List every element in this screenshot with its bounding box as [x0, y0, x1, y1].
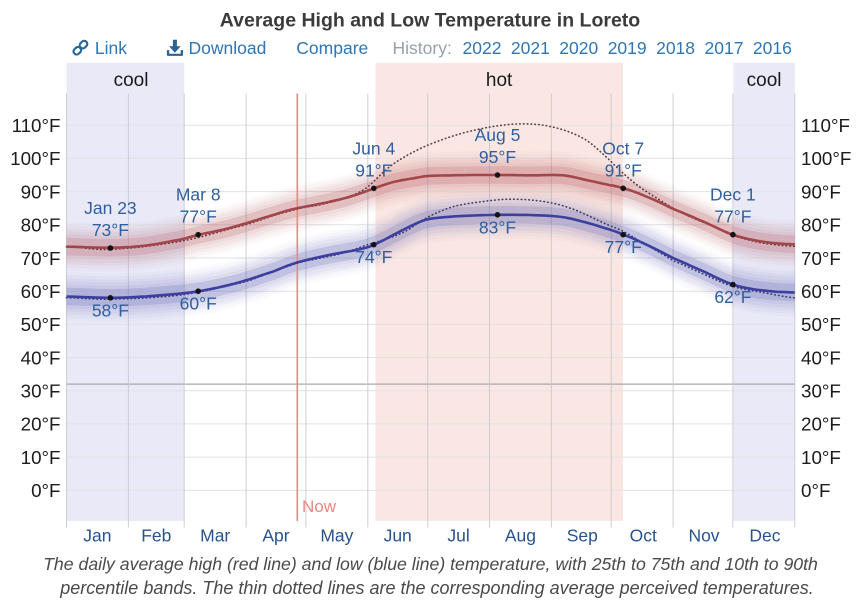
svg-text:2018: 2018 [656, 38, 695, 58]
svg-text:10°F: 10°F [801, 447, 841, 468]
svg-text:77°F: 77°F [714, 207, 751, 227]
svg-text:cool: cool [747, 70, 782, 91]
svg-text:60°F: 60°F [21, 281, 61, 302]
svg-text:20°F: 20°F [21, 414, 61, 435]
svg-text:2020: 2020 [559, 38, 598, 58]
svg-text:History:: History: [393, 38, 452, 58]
svg-text:Mar: Mar [200, 526, 230, 546]
svg-text:Sep: Sep [567, 526, 598, 546]
svg-text:0°F: 0°F [801, 480, 830, 501]
svg-text:Aug 5: Aug 5 [475, 125, 521, 145]
svg-text:58°F: 58°F [92, 300, 129, 320]
svg-text:percentile bands. The thin dot: percentile bands. The thin dotted lines … [59, 578, 813, 598]
svg-text:90°F: 90°F [801, 181, 841, 202]
svg-text:20°F: 20°F [801, 414, 841, 435]
svg-text:62°F: 62°F [714, 287, 751, 307]
svg-text:2016: 2016 [753, 38, 792, 58]
svg-text:Average High and Low Temperatu: Average High and Low Temperature in Lore… [220, 10, 640, 32]
svg-text:Oct 7: Oct 7 [602, 138, 644, 158]
svg-text:50°F: 50°F [21, 314, 61, 335]
svg-text:Download: Download [189, 38, 267, 58]
svg-text:Jan 23: Jan 23 [84, 198, 137, 218]
svg-text:Feb: Feb [141, 526, 171, 546]
svg-text:30°F: 30°F [21, 381, 61, 402]
svg-text:30°F: 30°F [801, 381, 841, 402]
svg-text:Jan: Jan [83, 526, 111, 546]
svg-text:80°F: 80°F [21, 215, 61, 236]
svg-text:40°F: 40°F [801, 347, 841, 368]
svg-text:60°F: 60°F [180, 294, 217, 314]
svg-text:95°F: 95°F [479, 147, 516, 167]
svg-text:Apr: Apr [262, 526, 289, 546]
svg-text:Jun: Jun [384, 526, 412, 546]
svg-text:10°F: 10°F [21, 447, 61, 468]
svg-text:70°F: 70°F [801, 248, 841, 269]
svg-text:100°F: 100°F [801, 148, 851, 169]
svg-text:2017: 2017 [705, 38, 744, 58]
svg-text:Dec: Dec [749, 526, 780, 546]
svg-text:100°F: 100°F [10, 148, 60, 169]
svg-text:0°F: 0°F [31, 480, 60, 501]
svg-text:91°F: 91°F [605, 160, 642, 180]
svg-text:The daily average high (red li: The daily average high (red line) and lo… [43, 554, 818, 574]
svg-text:Oct: Oct [630, 526, 657, 546]
svg-text:2019: 2019 [608, 38, 647, 58]
svg-text:2021: 2021 [511, 38, 550, 58]
svg-text:Link: Link [95, 38, 127, 58]
svg-text:50°F: 50°F [801, 314, 841, 335]
svg-text:Mar 8: Mar 8 [176, 185, 221, 205]
svg-text:90°F: 90°F [21, 181, 61, 202]
svg-text:Jul: Jul [447, 526, 469, 546]
svg-text:cool: cool [114, 70, 149, 91]
svg-text:80°F: 80°F [801, 215, 841, 236]
svg-text:Aug: Aug [505, 526, 536, 546]
svg-text:Dec 1: Dec 1 [710, 185, 756, 205]
svg-text:May: May [320, 526, 353, 546]
svg-text:70°F: 70°F [21, 248, 61, 269]
svg-text:60°F: 60°F [801, 281, 841, 302]
svg-text:110°F: 110°F [801, 115, 850, 136]
svg-text:83°F: 83°F [479, 217, 516, 237]
svg-text:Now: Now [302, 497, 337, 516]
svg-text:77°F: 77°F [605, 237, 642, 257]
svg-text:74°F: 74°F [355, 247, 392, 267]
svg-text:Jun 4: Jun 4 [352, 138, 395, 158]
svg-text:77°F: 77°F [180, 207, 217, 227]
svg-text:110°F: 110°F [12, 115, 61, 136]
svg-text:Compare: Compare [296, 38, 368, 58]
svg-text:73°F: 73°F [92, 220, 129, 240]
svg-text:hot: hot [486, 70, 513, 91]
svg-text:Nov: Nov [688, 526, 719, 546]
svg-text:91°F: 91°F [355, 160, 392, 180]
svg-text:2022: 2022 [463, 38, 502, 58]
svg-text:40°F: 40°F [21, 347, 61, 368]
